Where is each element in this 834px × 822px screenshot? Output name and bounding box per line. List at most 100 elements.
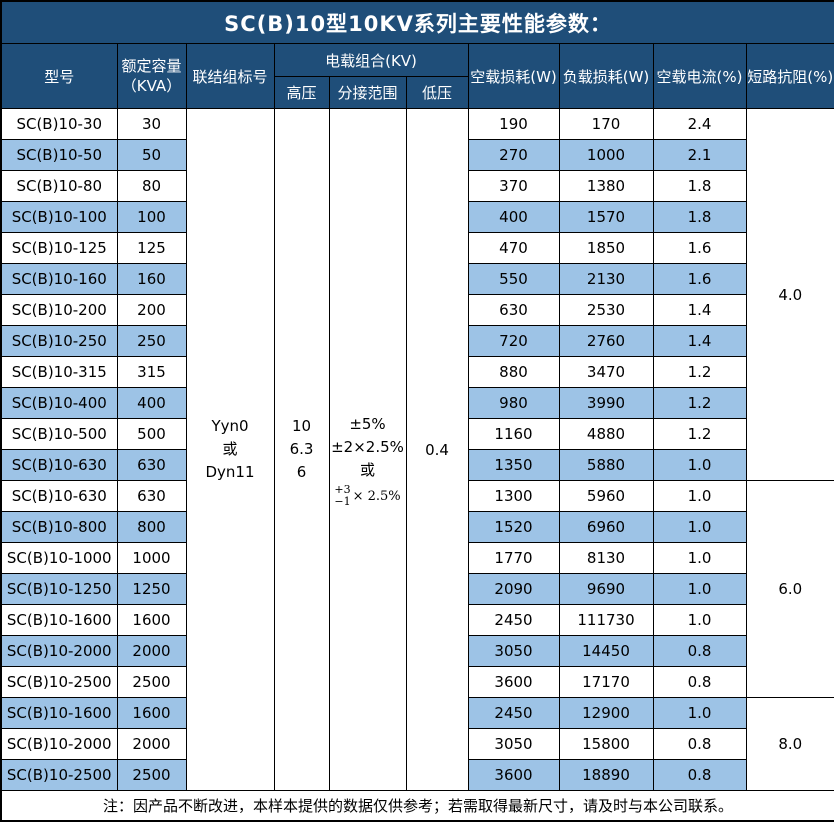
capacity-cell: 2500 [116,666,187,698]
tap-range-line: ±5% [349,415,386,433]
note-text: 注：因产品不断改进，本样本提供的数据仅供参考；若需取得最新尺寸，请及时与本公司联… [0,790,834,822]
connection-cell: Yyn0 或 Dyn11 [185,108,275,791]
load-loss-cell: 1380 [558,170,654,202]
capacity-cell: 200 [116,294,187,326]
no-load-current-cell: 1.0 [652,511,747,543]
no-load-current-cell: 1.2 [652,387,747,419]
no-load-current-cell: 1.8 [652,201,747,233]
note-row: 注：因产品不断改进，本样本提供的数据仅供参考；若需取得最新尺寸，请及时与本公司联… [0,790,834,822]
header-model: 型号 [0,43,118,109]
load-loss-cell: 9690 [558,573,654,605]
model-cell: SC(B)10-1000 [0,542,118,574]
no-load-loss-cell: 370 [467,170,560,202]
header-capacity-line1: 额定容量 [121,57,182,75]
tap-range-line: 或 [359,461,375,479]
no-load-current-cell: 0.8 [652,759,747,791]
tap-range-fraction: +3 −1 × 2.5% [330,484,405,508]
page-title: SC(B)10型10KV系列主要性能参数： [0,0,834,44]
load-loss-cell: 2130 [558,263,654,295]
capacity-cell: 30 [116,108,187,140]
header-row-1: 型号 额定容量 （KVA） 联结组标号 电载组合(KV) 空载损耗(W) 负载损… [0,43,834,109]
no-load-loss-cell: 3050 [467,635,560,667]
tap-range-cell: ±5% ±2×2.5% 或 +3 −1 × 2.5% [328,108,407,791]
table-row: SC(B)10-80 80 370 1380 1.8 [0,170,834,202]
no-load-current-cell: 1.0 [652,480,747,512]
load-loss-cell: 1000 [558,139,654,171]
model-cell: SC(B)10-2000 [0,728,118,760]
load-loss-cell: 8130 [558,542,654,574]
model-cell: SC(B)10-630 [0,449,118,481]
load-loss-cell: 2760 [558,325,654,357]
no-load-loss-cell: 470 [467,232,560,264]
table-row: SC(B)10-2000 2000 3050 15800 0.8 [0,728,834,760]
capacity-cell: 1000 [116,542,187,574]
model-cell: SC(B)10-1600 [0,604,118,636]
no-load-current-cell: 1.6 [652,232,747,264]
tap-range-stack-bottom: −1 [334,495,351,508]
no-load-current-cell: 2.4 [652,108,747,140]
high-voltage-line: 6.3 [289,440,314,458]
header-load-loss: 负载损耗(W) [558,43,654,109]
no-load-loss-cell: 1520 [467,511,560,543]
load-loss-cell: 111730 [558,604,654,636]
no-load-loss-cell: 1770 [467,542,560,574]
table-row: SC(B)10-1000 1000 1770 8130 1.0 [0,542,834,574]
capacity-cell: 630 [116,449,187,481]
model-cell: SC(B)10-125 [0,232,118,264]
impedance-cell: 6.0 [745,480,834,698]
table-row: SC(B)10-50 50 270 1000 2.1 [0,139,834,171]
no-load-loss-cell: 1300 [467,480,560,512]
no-load-loss-cell: 270 [467,139,560,171]
no-load-loss-cell: 190 [467,108,560,140]
no-load-loss-cell: 3050 [467,728,560,760]
load-loss-cell: 6960 [558,511,654,543]
capacity-cell: 100 [116,201,187,233]
load-loss-cell: 5960 [558,480,654,512]
header-low-voltage: 低压 [405,76,469,109]
no-load-loss-cell: 720 [467,325,560,357]
capacity-cell: 400 [116,387,187,419]
tap-range-content: ±5% ±2×2.5% 或 +3 −1 × 2.5% [330,413,405,508]
table-row: SC(B)10-2500 2500 3600 18890 0.8 [0,759,834,791]
high-voltage-line: 6 [296,463,307,481]
header-connection: 联结组标号 [185,43,275,109]
table-row: SC(B)10-1250 1250 2090 9690 1.0 [0,573,834,605]
capacity-cell: 630 [116,480,187,512]
load-loss-cell: 5880 [558,449,654,481]
no-load-loss-cell: 2090 [467,573,560,605]
header-tap-range: 分接范围 [328,76,407,109]
model-cell: SC(B)10-100 [0,201,118,233]
header-capacity-line2: （KVA） [121,77,182,95]
model-cell: SC(B)10-630 [0,480,118,512]
load-loss-cell: 2530 [558,294,654,326]
table-row: SC(B)10-630 630 1300 5960 1.0 6.0 [0,480,834,698]
table-row: SC(B)10-500 500 1160 4880 1.2 [0,418,834,450]
load-loss-cell: 3990 [558,387,654,419]
no-load-current-cell: 1.8 [652,170,747,202]
no-load-loss-cell: 980 [467,387,560,419]
connection-line: Dyn11 [205,463,255,481]
header-row-2: 高压 分接范围 低压 [1,76,834,109]
no-load-loss-cell: 400 [467,201,560,233]
no-load-current-cell: 1.0 [652,604,747,636]
table-body: SC(B)10-30 30 Yyn0 或 Dyn11 10 6.3 6 ±5% … [0,108,834,791]
load-loss-cell: 12900 [558,697,654,729]
capacity-cell: 160 [116,263,187,295]
connection-line: Yyn0 [211,417,249,435]
table-row: SC(B)10-250 250 720 2760 1.4 [0,325,834,357]
model-cell: SC(B)10-400 [0,387,118,419]
model-cell: SC(B)10-50 [0,139,118,171]
no-load-current-cell: 0.8 [652,666,747,698]
model-cell: SC(B)10-1250 [0,573,118,605]
capacity-cell: 800 [116,511,187,543]
no-load-current-cell: 1.0 [652,697,747,729]
no-load-loss-cell: 880 [467,356,560,388]
no-load-loss-cell: 550 [467,263,560,295]
model-cell: SC(B)10-800 [0,511,118,543]
title-row: SC(B)10型10KV系列主要性能参数： [0,0,834,44]
tap-range-stack: +3 −1 [334,484,350,508]
no-load-current-cell: 1.4 [652,294,747,326]
table-footer: 注：因产品不断改进，本样本提供的数据仅供参考；若需取得最新尺寸，请及时与本公司联… [0,790,834,822]
no-load-current-cell: 1.6 [652,263,747,295]
